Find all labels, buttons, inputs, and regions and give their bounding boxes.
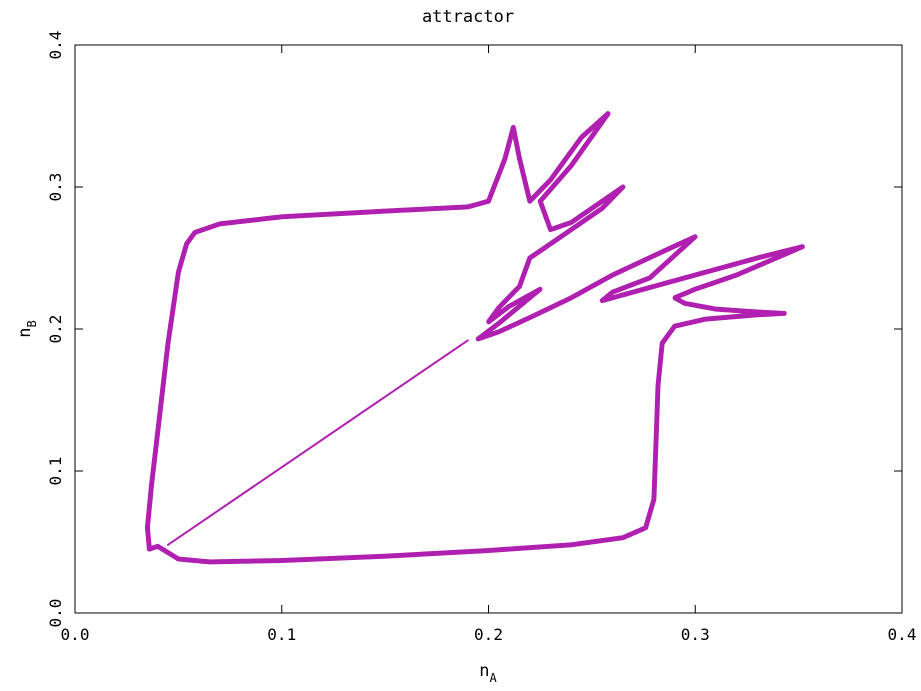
y-axis-title: nB [15, 320, 39, 337]
y-tick-labels: 0.0 0.1 0.2 0.3 0.4 [46, 31, 65, 628]
attractor-diagonal [167, 339, 469, 546]
x-tick-label: 0.1 [267, 625, 296, 644]
y-tick-label: 0.4 [46, 31, 65, 60]
x-axis-title: nA [479, 661, 497, 685]
axis-ticks [74, 44, 903, 614]
y-tick-label: 0.2 [46, 315, 65, 344]
data-layer [144, 110, 806, 565]
x-tick-label: 0.3 [681, 625, 710, 644]
y-tick-label: 0.0 [46, 599, 65, 628]
attractor-orbit-core [146, 112, 804, 563]
y-tick-label: 0.3 [46, 173, 65, 202]
y-tick-label: 0.1 [46, 457, 65, 486]
x-tick-labels: 0.0 0.1 0.2 0.3 0.4 [61, 625, 917, 644]
x-tick-label: 0.2 [474, 625, 503, 644]
chart-title: attractor [422, 7, 514, 27]
x-tick-label: 0.0 [61, 625, 90, 644]
attractor-orbit [144, 110, 806, 565]
x-tick-label: 0.4 [888, 625, 917, 644]
